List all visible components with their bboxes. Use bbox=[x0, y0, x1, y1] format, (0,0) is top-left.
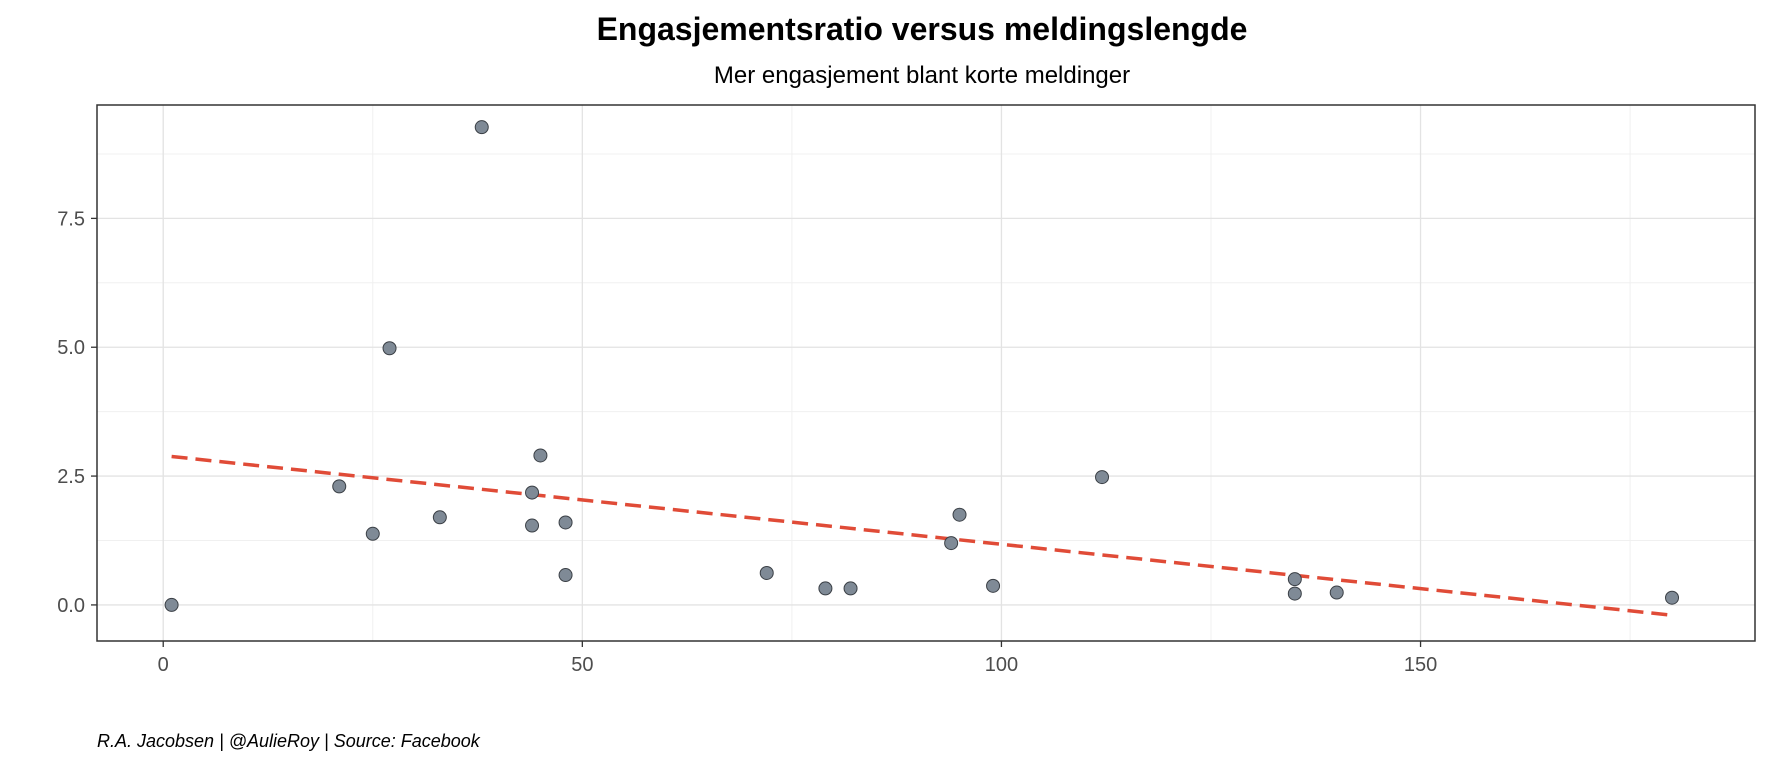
minor-gridlines bbox=[97, 105, 1755, 641]
data-point bbox=[558, 515, 573, 530]
y-tick-label: 0.0 bbox=[57, 595, 85, 617]
data-point bbox=[986, 578, 1001, 593]
x-tick-label: 100 bbox=[985, 654, 1018, 676]
data-point bbox=[818, 581, 833, 596]
x-axis: 0 50 100 150 bbox=[158, 641, 1437, 676]
chart-title: Engasjementsratio versus meldingslengde bbox=[597, 11, 1248, 47]
trend-line bbox=[171, 454, 1673, 617]
data-point bbox=[525, 485, 540, 500]
x-tick-label: 50 bbox=[571, 654, 593, 676]
data-point bbox=[952, 507, 967, 522]
plot-panel-border bbox=[96, 104, 1756, 642]
x-tick-label: 150 bbox=[1404, 654, 1437, 676]
data-point bbox=[382, 341, 397, 356]
data-point bbox=[164, 597, 179, 612]
y-tick-label: 5.0 bbox=[57, 337, 85, 359]
data-point bbox=[533, 448, 548, 463]
data-point bbox=[944, 536, 959, 551]
data-point bbox=[365, 526, 380, 541]
trend-layer bbox=[171, 454, 1673, 617]
data-point bbox=[432, 510, 447, 525]
data-point bbox=[843, 581, 858, 596]
data-point bbox=[558, 568, 573, 583]
data-point bbox=[1287, 572, 1302, 587]
data-point bbox=[1095, 470, 1110, 485]
chart-caption: R.A. Jacobsen | @AulieRoy | Source: Face… bbox=[97, 731, 481, 751]
data-point bbox=[525, 518, 540, 533]
data-point bbox=[759, 565, 774, 580]
data-point bbox=[332, 479, 347, 494]
y-axis: 0.0 2.5 5.0 7.5 bbox=[57, 208, 97, 617]
chart-subtitle: Mer engasjement blant korte meldinger bbox=[714, 62, 1130, 89]
data-point bbox=[1665, 590, 1680, 605]
y-tick-label: 7.5 bbox=[57, 208, 85, 230]
data-point bbox=[1287, 586, 1302, 601]
data-point bbox=[1329, 585, 1344, 600]
points-layer bbox=[164, 120, 1680, 612]
data-point bbox=[474, 120, 489, 135]
major-gridlines bbox=[97, 105, 1755, 641]
x-tick-label: 0 bbox=[158, 654, 169, 676]
y-tick-label: 2.5 bbox=[57, 466, 85, 488]
